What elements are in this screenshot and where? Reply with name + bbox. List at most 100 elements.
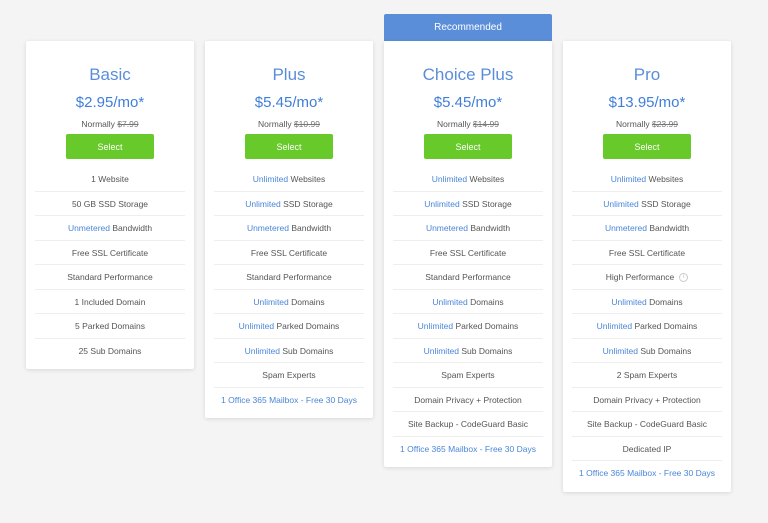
normal-price: Normally $7.99 <box>26 118 194 130</box>
plan-price: $2.95/mo* <box>75 94 145 111</box>
feature-text: Domain Privacy + Protection <box>593 394 701 405</box>
feature-text: Domain Privacy + Protection <box>414 394 522 405</box>
feature-highlight: Unmetered <box>67 223 110 233</box>
feature-text: Free SSL Certificate <box>71 247 149 258</box>
feature-item: 1 Office 365 Mailbox - Free 30 Days <box>572 461 722 486</box>
feature-item: Unlimited Sub Domains <box>214 339 364 363</box>
feature-item: Unlimited Websites <box>572 167 722 192</box>
feature-highlight: Unlimited <box>611 296 647 307</box>
feature-item: Unlimited Parked Domains <box>572 314 722 339</box>
feature-item: Free SSL Certificate <box>572 241 722 265</box>
office365-link[interactable]: 1 Office 365 Mailbox - Free 30 Days <box>221 394 357 405</box>
select-button[interactable]: Select <box>424 134 512 159</box>
feature-item: Unlimited SSD Storage <box>393 192 543 216</box>
office365-link[interactable]: 1 Office 365 Mailbox - Free 30 Days <box>400 443 536 454</box>
feature-highlight: Unlimited <box>244 345 281 356</box>
feature-item: Spam Experts <box>214 363 364 388</box>
feature-highlight: Unlimited <box>253 296 289 307</box>
normally-label: Normally <box>437 119 471 129</box>
feature-item: Unlimited Parked Domains <box>214 314 364 339</box>
feature-item: Unlimited Sub Domains <box>572 339 722 363</box>
feature-highlight: Unlimited <box>603 198 639 209</box>
feature-text: Bandwidth <box>289 223 332 233</box>
feature-item: Free SSL Certificate <box>35 241 185 265</box>
feature-item: 1 Office 365 Mailbox - Free 30 Days <box>393 437 543 462</box>
feature-text: 2 Spam Experts <box>616 370 678 380</box>
feature-text: Site Backup - CodeGuard Basic <box>586 419 707 429</box>
feature-item: Free SSL Certificate <box>393 241 543 265</box>
feature-text: 5 Parked Domains <box>75 321 145 331</box>
feature-item: Unmetered Bandwidth <box>572 216 722 241</box>
office365-link[interactable]: 1 Office 365 Mailbox - Free 30 Days <box>579 468 715 478</box>
feature-item: Unlimited SSD Storage <box>214 192 364 216</box>
feature-item: Standard Performance <box>393 265 543 290</box>
feature-text: Free SSL Certificate <box>250 247 328 258</box>
feature-text: 1 Included Domain <box>74 296 146 307</box>
feature-highlight: Unlimited <box>432 296 468 307</box>
normally-label: Normally <box>81 119 115 129</box>
plan-card-choice-plus: Choice Plus $5.45/mo* Normally $14.99 Se… <box>384 41 552 467</box>
feature-item: Unmetered Bandwidth <box>214 216 364 241</box>
plan-card-plus: Plus $5.45/mo* Normally $10.99 Select Un… <box>205 41 373 418</box>
normal-price: Normally $23.99 <box>563 118 731 130</box>
feature-text: Domains <box>646 296 683 307</box>
plan-price: $5.45/mo* <box>433 94 503 111</box>
recommended-banner: Recommended <box>384 14 552 41</box>
feature-item: Site Backup - CodeGuard Basic <box>572 412 722 437</box>
feature-text: Websites <box>646 174 684 184</box>
feature-text: Websites <box>467 174 505 184</box>
feature-item: 5 Parked Domains <box>35 314 185 339</box>
plan-name: Basic <box>89 65 131 84</box>
plan-price: $5.45/mo* <box>254 94 324 111</box>
select-button[interactable]: Select <box>603 134 691 159</box>
normally-label: Normally <box>258 119 292 129</box>
feature-item: Unlimited Domains <box>393 290 543 314</box>
feature-text: Sub Domains <box>459 345 513 356</box>
normal-price-value: $10.99 <box>293 119 320 129</box>
plan-card-basic: Basic $2.95/mo* Normally $7.99 Select 1 … <box>26 41 194 369</box>
feature-highlight: Unlimited <box>596 321 633 331</box>
feature-highlight: Unlimited <box>238 321 275 331</box>
select-button[interactable]: Select <box>245 134 333 159</box>
feature-highlight: Unmetered <box>246 223 289 233</box>
feature-item: Unmetered Bandwidth <box>393 216 543 241</box>
feature-text: Domains <box>467 296 504 307</box>
normal-price-value: $7.99 <box>117 119 139 129</box>
feature-text: 1 Website <box>91 174 129 184</box>
feature-text: 50 GB SSD Storage <box>71 198 149 209</box>
feature-list: Unlimited Websites Unlimited SSD Storage U… <box>563 167 731 486</box>
plan-name: Choice Plus <box>422 65 514 84</box>
feature-item: Spam Experts <box>393 363 543 388</box>
feature-text: Site Backup - CodeGuard Basic <box>407 419 528 429</box>
feature-text: Spam Experts <box>262 370 316 380</box>
feature-highlight: Unlimited <box>423 345 460 356</box>
feature-item: Domain Privacy + Protection <box>572 388 722 412</box>
feature-text: Sub Domains <box>638 345 692 356</box>
normal-price: Normally $14.99 <box>384 118 552 130</box>
plan-price: $13.95/mo* <box>608 94 686 111</box>
feature-item: Unlimited Sub Domains <box>393 339 543 363</box>
feature-text: Bandwidth <box>110 223 153 233</box>
select-button[interactable]: Select <box>66 134 154 159</box>
feature-text: Sub Domains <box>280 345 334 356</box>
feature-text: High Performance <box>605 272 675 282</box>
feature-list: Unlimited Websites Unlimited SSD Storage U… <box>384 167 552 461</box>
feature-item: Free SSL Certificate <box>214 241 364 265</box>
normal-price-value: $14.99 <box>472 119 499 129</box>
feature-item: Standard Performance <box>214 265 364 290</box>
feature-item: 1 Included Domain <box>35 290 185 314</box>
plan-name: Plus <box>272 65 306 84</box>
feature-text: SSD Storage <box>638 198 691 209</box>
feature-text: Parked Domains <box>453 321 519 331</box>
feature-list: Unlimited Websites Unlimited SSD Storage U… <box>205 167 373 412</box>
feature-text: Bandwidth <box>647 223 690 233</box>
feature-highlight: Unmetered <box>604 223 647 233</box>
feature-item: High Performance i <box>572 265 722 290</box>
feature-item: Unlimited Websites <box>393 167 543 192</box>
feature-text: Free SSL Certificate <box>429 247 507 258</box>
normal-price-value: $23.99 <box>651 119 678 129</box>
feature-item: 25 Sub Domains <box>35 339 185 364</box>
feature-item: 2 Spam Experts <box>572 363 722 388</box>
info-icon[interactable]: i <box>679 273 689 283</box>
feature-item: Dedicated IP <box>572 437 722 461</box>
